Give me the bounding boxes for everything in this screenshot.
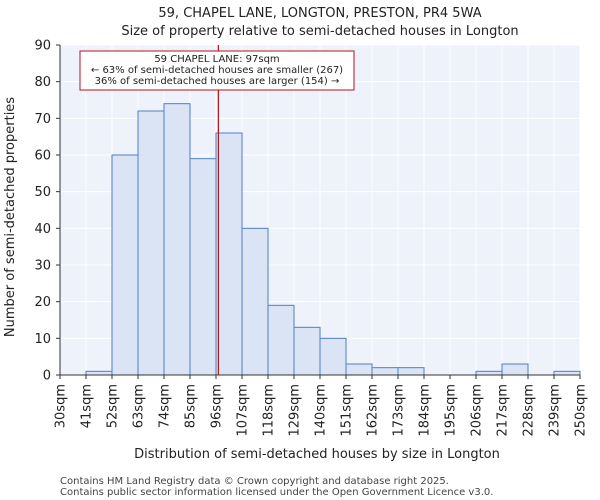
footer-line1: Contains HM Land Registry data © Crown c…: [60, 476, 449, 487]
y-tick-label: 30: [34, 259, 51, 274]
bar-217sqm: [501, 363, 529, 376]
bar-85sqm: [189, 158, 217, 376]
y-tick-label: 40: [34, 222, 51, 237]
x-axis-label: Distribution of semi-detached houses by …: [134, 447, 500, 462]
bar-52sqm: [111, 154, 139, 376]
x-tick-label: 41sqm: [80, 384, 95, 428]
y-tick-label: 10: [34, 332, 51, 347]
x-tick-label: 228sqm: [522, 384, 537, 437]
x-tick-label: 184sqm: [418, 384, 433, 437]
x-tick-label: 63sqm: [132, 384, 147, 428]
chart-title-line1: 59, CHAPEL LANE, LONGTON, PRESTON, PR4 5…: [158, 6, 481, 21]
y-tick-label: 20: [34, 295, 51, 310]
bar-63sqm: [137, 110, 165, 376]
x-tick-label: 217sqm: [496, 384, 511, 437]
annotation-border: [79, 50, 355, 91]
y-tick-label: 70: [34, 112, 51, 127]
x-tick-label: 140sqm: [314, 384, 329, 437]
x-tick-label: 30sqm: [54, 384, 69, 428]
annotation-line2: ← 63% of semi-detached houses are smalle…: [91, 65, 343, 76]
annotation-line1: 59 CHAPEL LANE: 97sqm: [154, 54, 279, 65]
bar-162sqm: [371, 367, 399, 376]
bar-129sqm: [293, 326, 321, 376]
x-tick-label: 151sqm: [340, 384, 355, 437]
x-axis-ticks: 30sqm 41sqm 52sqm 63sqm 74sqm 85sqm 96sqm 107sq…: [54, 375, 589, 437]
bar-151sqm: [345, 363, 373, 376]
x-tick-label: 74sqm: [158, 384, 173, 428]
y-axis-ticks: 0 10 20 30 40 50 60 70 80 90: [34, 39, 60, 384]
annotation-box: 59 CHAPEL LANE: 97sqm ← 63% of semi-deta…: [79, 50, 355, 91]
y-axis-label: Number of semi-detached properties: [3, 97, 18, 337]
bar-206sqm: [475, 370, 503, 376]
x-tick-label: 206sqm: [470, 384, 485, 437]
x-tick-label: 250sqm: [574, 384, 589, 437]
y-tick-label: 60: [34, 149, 51, 164]
x-tick-label: 52sqm: [106, 384, 121, 428]
x-tick-label: 118sqm: [262, 384, 277, 437]
chart-title-line2: Size of property relative to semi-detach…: [121, 24, 518, 39]
bar-107sqm: [241, 227, 269, 376]
bar-140sqm: [319, 337, 347, 376]
y-tick-label: 50: [34, 185, 51, 200]
bar-74sqm: [163, 103, 191, 376]
bar-118sqm: [267, 304, 295, 376]
x-tick-label: 85sqm: [184, 384, 199, 428]
x-tick-label: 107sqm: [236, 384, 251, 437]
x-tick-label: 239sqm: [548, 384, 563, 437]
x-tick-label: 129sqm: [288, 384, 303, 437]
x-tick-label: 162sqm: [366, 384, 381, 437]
x-tick-label: 173sqm: [392, 384, 407, 437]
y-tick-label: 0: [43, 369, 51, 384]
bar-41sqm: [85, 370, 113, 376]
annotation-line3: 36% of semi-detached houses are larger (…: [95, 76, 340, 87]
y-tick-label: 90: [34, 39, 51, 54]
x-tick-label: 96sqm: [210, 384, 225, 428]
bars: [85, 103, 581, 376]
footer-line2: Contains public sector information licen…: [60, 487, 493, 498]
bar-239sqm: [553, 370, 581, 376]
y-tick-label: 80: [34, 75, 51, 90]
x-tick-label: 195sqm: [444, 384, 459, 437]
bar-96sqm: [215, 132, 243, 376]
bar-173sqm: [397, 367, 425, 376]
